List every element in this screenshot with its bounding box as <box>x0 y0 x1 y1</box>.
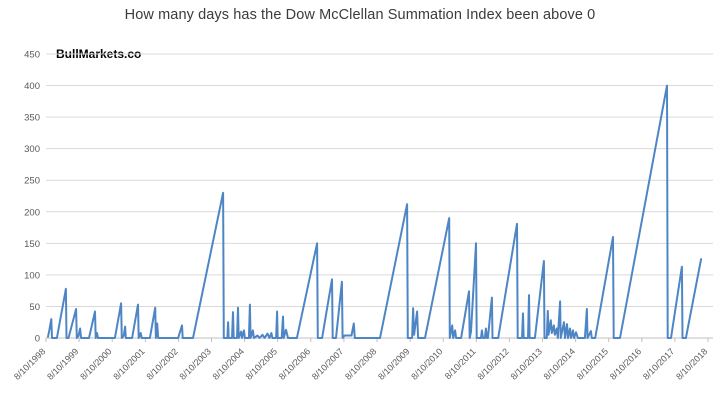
x-axis-tick-label: 8/10/2004 <box>211 346 246 381</box>
y-axis-tick-label: 250 <box>24 176 40 187</box>
x-axis-tick-label: 8/10/2011 <box>443 346 478 381</box>
x-axis-tick-label: 8/10/2012 <box>475 346 510 381</box>
x-axis-tick-label: 8/10/1998 <box>12 346 47 381</box>
x-axis-tick-label: 8/10/2017 <box>641 346 676 381</box>
x-axis-tick-label: 8/10/2000 <box>78 346 113 381</box>
x-axis-tick-label: 8/10/2006 <box>277 346 312 381</box>
x-axis-tick-label: 8/10/2005 <box>244 346 279 381</box>
y-axis-tick-label: 0 <box>35 334 40 345</box>
x-axis-tick-label: 8/10/1999 <box>45 346 80 381</box>
y-axis-tick-label: 50 <box>29 302 40 313</box>
y-axis-tick-label: 200 <box>24 207 40 218</box>
y-axis-tick-label: 400 <box>24 81 40 92</box>
x-axis-tick-label: 8/10/2016 <box>608 346 643 381</box>
y-axis-tick-label: 150 <box>24 239 40 250</box>
x-axis-tick-label: 8/10/2013 <box>509 346 544 381</box>
chart-title: How many days has the Dow McClellan Summ… <box>124 7 596 23</box>
data-series-line <box>47 84 703 339</box>
y-axis-tick-label: 100 <box>24 270 40 281</box>
x-axis-tick-label: 8/10/2002 <box>144 346 179 381</box>
x-axis-tick-label: 8/10/2001 <box>111 346 146 381</box>
x-axis-tick-label: 8/10/2007 <box>310 346 345 381</box>
x-axis-tick-label: 8/10/2003 <box>178 346 213 381</box>
x-axis-tick-label: 8/10/2008 <box>343 346 378 381</box>
x-axis-tick-label: 8/10/2015 <box>575 346 610 381</box>
y-axis-tick-label: 450 <box>24 50 40 61</box>
x-axis-tick-label: 8/10/2010 <box>409 346 444 381</box>
y-axis-tick-label: 300 <box>24 144 40 155</box>
x-axis-tick-label: 8/10/2018 <box>674 346 709 381</box>
x-axis-tick-label: 8/10/2014 <box>542 346 577 381</box>
y-axis-tick-label: 350 <box>24 113 40 124</box>
x-axis-tick-label: 8/10/2009 <box>376 346 411 381</box>
